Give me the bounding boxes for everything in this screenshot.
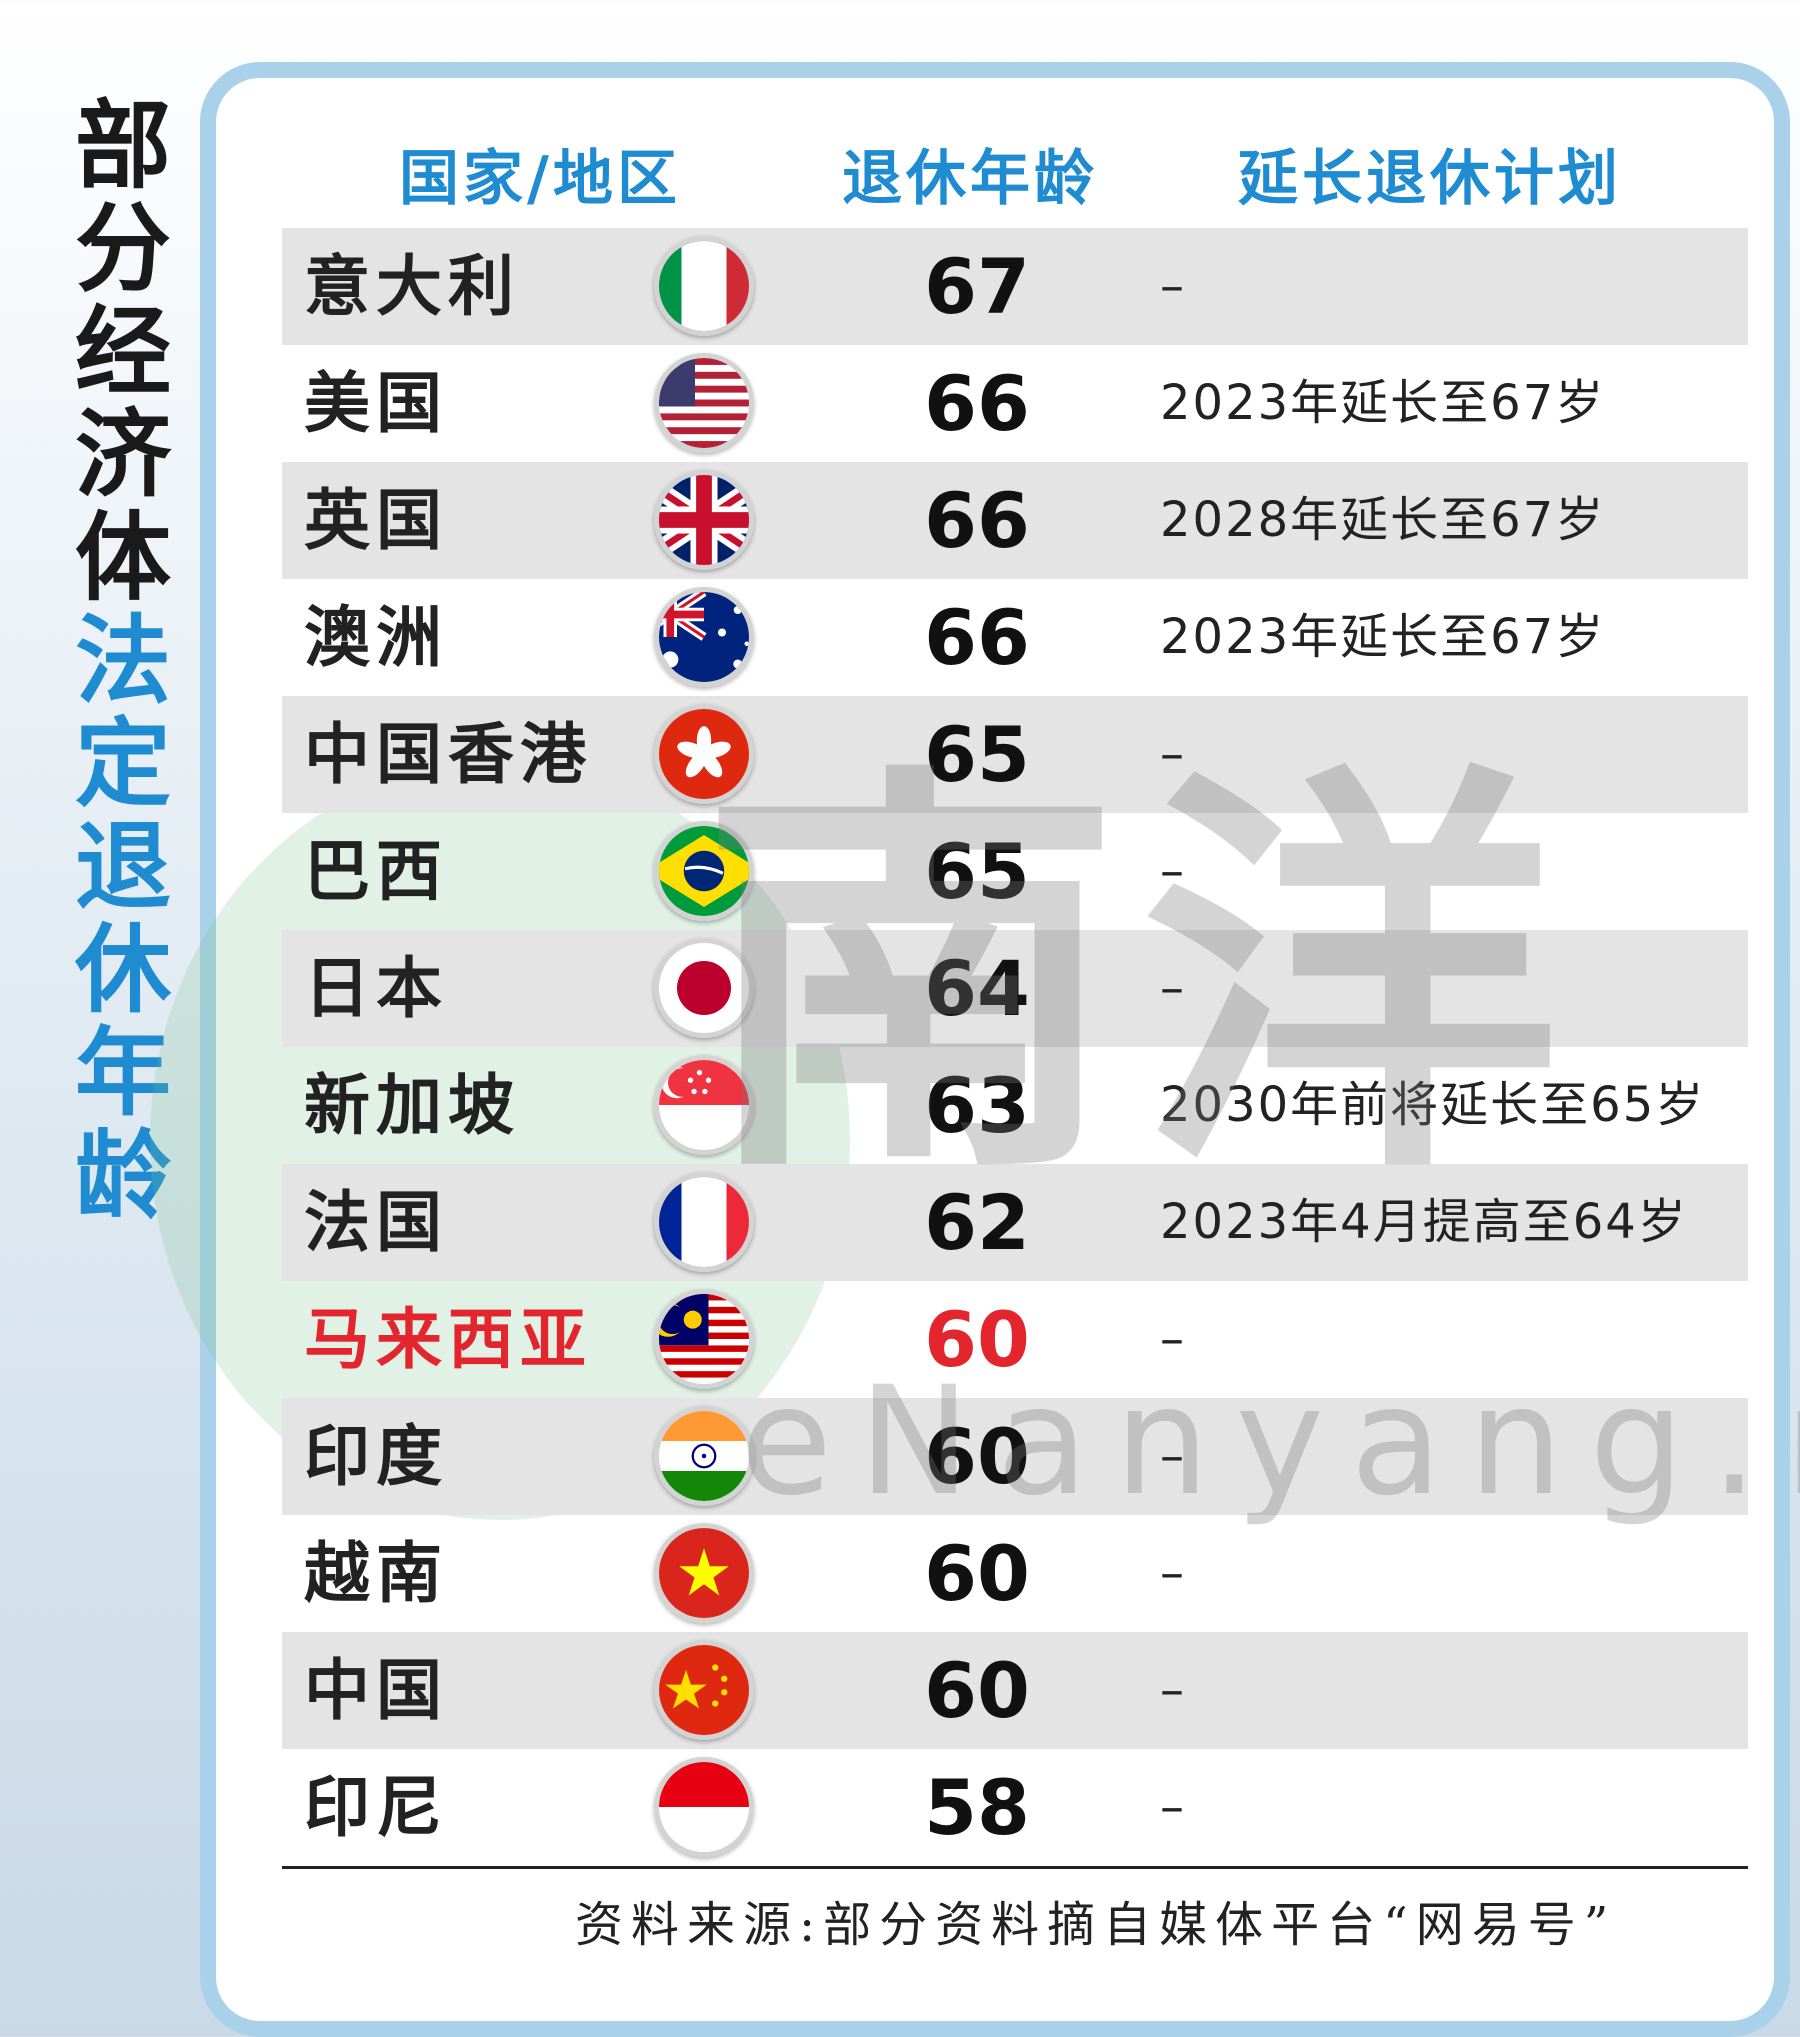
- extension-plan: –: [1160, 726, 1186, 782]
- table-row: 中国 60 –: [282, 1632, 1748, 1749]
- table-row: 越南 60 –: [282, 1515, 1748, 1632]
- table-row: 意大利 67 –: [282, 228, 1748, 345]
- japan-flag-icon: [654, 938, 754, 1038]
- extension-plan: –: [1160, 1662, 1186, 1718]
- retirement-age: 66: [924, 593, 1030, 682]
- india-flag-icon: [654, 1406, 754, 1506]
- country-name: 马来西亚: [304, 1301, 592, 1378]
- country-name: 美国: [304, 365, 448, 442]
- extension-plan: 2023年延长至67岁: [1160, 375, 1606, 431]
- extension-plan: –: [1160, 1545, 1186, 1601]
- extension-plan: 2023年延长至67岁: [1160, 609, 1606, 665]
- side-title-char: 济: [75, 399, 171, 511]
- retirement-age: 66: [924, 359, 1030, 448]
- side-title-char: 体: [75, 502, 171, 614]
- retirement-age: 65: [924, 827, 1030, 916]
- retirement-age: 60: [924, 1295, 1030, 1384]
- retirement-age: 60: [924, 1646, 1030, 1735]
- table-row: 法国 62 2023年4月提高至64岁: [282, 1164, 1748, 1281]
- country-name: 意大利: [304, 248, 520, 325]
- retirement-age: 64: [924, 944, 1030, 1033]
- table-row: 中国香港 65 –: [282, 696, 1748, 813]
- extension-plan: –: [1160, 960, 1186, 1016]
- extension-plan: –: [1160, 1428, 1186, 1484]
- country-name: 澳洲: [304, 599, 448, 676]
- singapore-flag-icon: [654, 1055, 754, 1155]
- italy-flag-icon: [654, 236, 754, 336]
- header-age: 退休年龄: [842, 144, 1098, 214]
- table-row: 日本 64 –: [282, 930, 1748, 1047]
- retirement-age: 60: [924, 1412, 1030, 1501]
- table-row: 澳洲 66 2023年延长至67岁: [282, 579, 1748, 696]
- table-row: 美国 66 2023年延长至67岁: [282, 345, 1748, 462]
- country-name: 巴西: [304, 833, 448, 910]
- side-title-char: 退: [75, 811, 171, 923]
- source-divider: [282, 1866, 1748, 1869]
- table-row: 新加坡 63 2030年前将延长至65岁: [282, 1047, 1748, 1164]
- indonesia-flag-icon: [654, 1757, 754, 1857]
- side-title-char: 休: [75, 914, 171, 1026]
- side-title-char: 年: [75, 1017, 171, 1129]
- malaysia-flag-icon: [654, 1289, 754, 1389]
- side-title-char: 法: [75, 605, 171, 717]
- australia-flag-icon: [654, 587, 754, 687]
- usa-flag-icon: [654, 353, 754, 453]
- header-plan: 延长退休计划: [1238, 144, 1622, 214]
- retirement-age: 62: [924, 1178, 1030, 1267]
- retirement-age: 67: [924, 242, 1030, 331]
- retirement-age: 66: [924, 476, 1030, 565]
- country-name: 新加坡: [304, 1067, 520, 1144]
- extension-plan: –: [1160, 843, 1186, 899]
- country-name: 印尼: [304, 1769, 448, 1846]
- table-row: 英国 66 2028年延长至67岁: [282, 462, 1748, 579]
- vietnam-flag-icon: [654, 1523, 754, 1623]
- brazil-flag-icon: [654, 821, 754, 921]
- retirement-age: 58: [924, 1763, 1030, 1852]
- country-name: 法国: [304, 1184, 448, 1261]
- header-country: 国家/地区: [399, 144, 681, 214]
- country-name: 中国: [304, 1652, 448, 1729]
- side-title-char: 定: [75, 708, 171, 820]
- table-row: 印尼 58 –: [282, 1749, 1748, 1866]
- retirement-age: 60: [924, 1529, 1030, 1618]
- table-row: 印度 60 –: [282, 1398, 1748, 1515]
- table-row: 马来西亚 60 –: [282, 1281, 1748, 1398]
- side-title-char: 分: [75, 193, 171, 305]
- extension-plan: –: [1160, 258, 1186, 314]
- retirement-table: 意大利 67– 美国 66 2023年延长至67岁 英国 66 2028年延长至67岁 澳洲 66…: [282, 228, 1748, 1866]
- retirement-age: 65: [924, 710, 1030, 799]
- uk-flag-icon: [654, 470, 754, 570]
- france-flag-icon: [654, 1172, 754, 1272]
- extension-plan: –: [1160, 1779, 1186, 1835]
- country-name: 英国: [304, 482, 448, 559]
- extension-plan: 2023年4月提高至64岁: [1160, 1194, 1688, 1250]
- country-name: 印度: [304, 1418, 448, 1495]
- extension-plan: 2030年前将延长至65岁: [1160, 1077, 1706, 1133]
- china-flag-icon: [654, 1640, 754, 1740]
- country-name: 日本: [304, 950, 448, 1027]
- extension-plan: –: [1160, 1311, 1186, 1367]
- hongkong-flag-icon: [654, 704, 754, 804]
- side-title-char: 经: [75, 296, 171, 408]
- side-title-char: 部: [75, 90, 171, 202]
- side-title: 部 分 经 济 体 法 定 退 休 年 龄: [58, 95, 188, 1228]
- extension-plan: 2028年延长至67岁: [1160, 492, 1606, 548]
- source-note: 资料来源:部分资料摘自媒体平台“网易号”: [575, 1897, 1617, 1953]
- retirement-age: 63: [924, 1061, 1030, 1150]
- country-name: 中国香港: [304, 716, 592, 793]
- country-name: 越南: [304, 1535, 448, 1612]
- table-row: 巴西 65 –: [282, 813, 1748, 930]
- side-title-char: 龄: [75, 1120, 171, 1232]
